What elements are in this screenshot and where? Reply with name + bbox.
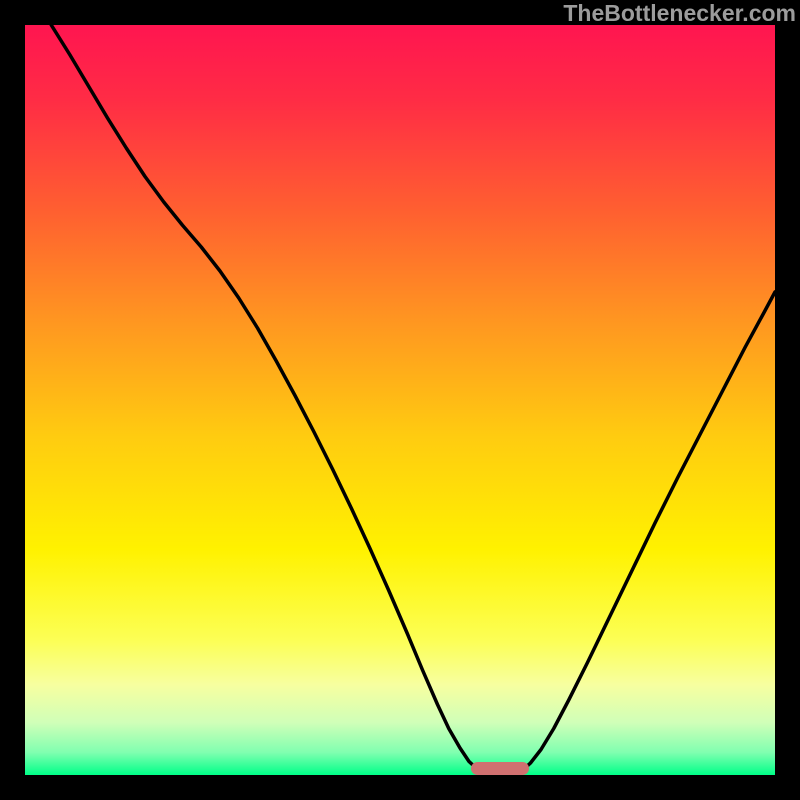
optimal-range-marker [471,762,530,776]
plot-area [25,25,775,775]
chart-container: TheBottlenecker.com [0,0,800,800]
plot-svg [25,25,775,775]
watermark-text: TheBottlenecker.com [563,0,796,27]
gradient-background [25,25,775,775]
